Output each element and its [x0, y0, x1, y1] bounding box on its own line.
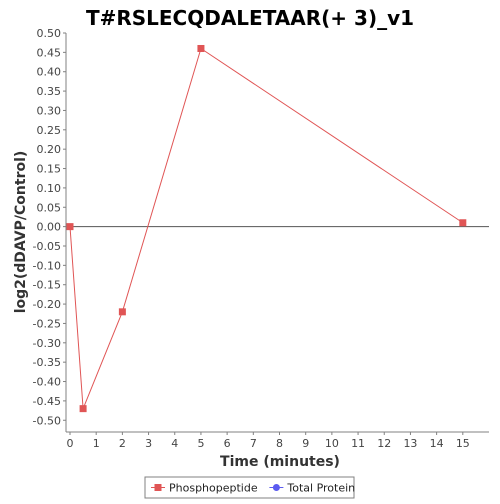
- x-tick-label: 6: [224, 437, 231, 450]
- x-tick-label: 0: [67, 437, 74, 450]
- data-point: [197, 44, 205, 52]
- x-tick-label: 14: [430, 437, 444, 450]
- y-tick-label: 0.50: [37, 27, 62, 40]
- y-tick-label: -0.10: [33, 259, 61, 272]
- x-axis-label: Time (minutes): [220, 454, 340, 470]
- data-point: [118, 308, 126, 316]
- chart-title: T#RSLECQDALETAAR(+ 3)_v1: [86, 6, 414, 30]
- x-tick-label: 8: [276, 437, 283, 450]
- legend: Phosphopeptide Total Protein: [144, 476, 355, 499]
- y-tick-label: -0.45: [33, 395, 61, 408]
- y-tick-label: 0.15: [37, 163, 62, 176]
- legend-marker: [154, 484, 162, 491]
- y-tick-label: 0.20: [37, 143, 62, 156]
- x-tick-label: 12: [377, 437, 391, 450]
- y-tick-label: -0.35: [33, 356, 61, 369]
- legend-box: [144, 476, 355, 499]
- x-tick-label: 3: [145, 437, 152, 450]
- x-tick-label: 1: [93, 437, 100, 450]
- y-tick-label: -0.30: [33, 337, 61, 350]
- x-tick-label: 4: [171, 437, 178, 450]
- y-tick-label: -0.20: [33, 298, 61, 311]
- x-tick-label: 9: [302, 437, 309, 450]
- x-tick-label: 10: [325, 437, 339, 450]
- legend-label: Phosphopeptide: [169, 482, 258, 495]
- plot-background: [70, 33, 489, 428]
- legend-label: Total Protein: [286, 482, 355, 495]
- plot-area: -0.50 -0.45 -0.40 -0.35 -0.30 -0.25 -0.20 -0.15…: [33, 27, 489, 450]
- y-tick-label: -0.15: [33, 279, 61, 292]
- data-point: [459, 219, 467, 227]
- x-tick-label: 5: [197, 437, 204, 450]
- y-axis-label: log2(dDAVP/Control): [13, 151, 29, 314]
- y-tick-label: -0.05: [33, 240, 61, 253]
- y-tick-label: 0.05: [37, 201, 62, 214]
- data-point: [66, 223, 74, 231]
- x-tick-label: 7: [250, 437, 257, 450]
- y-tick-label: -0.50: [33, 414, 61, 427]
- x-tick-label: 2: [119, 437, 126, 450]
- y-tick-label: 0.30: [37, 104, 62, 117]
- y-tick-label: -0.40: [33, 376, 61, 389]
- x-tick-label: 11: [351, 437, 365, 450]
- y-tick-label: 0.25: [37, 124, 62, 137]
- data-point: [79, 405, 87, 413]
- y-tick-label: -0.25: [33, 317, 61, 330]
- y-tick-label: 0.00: [37, 221, 62, 234]
- y-tick-label: 0.10: [37, 182, 62, 195]
- x-tick-label: 15: [456, 437, 470, 450]
- x-tick-label: 13: [403, 437, 417, 450]
- legend-marker: [272, 484, 280, 491]
- y-tick-label: 0.45: [37, 46, 62, 59]
- y-tick-label: 0.40: [37, 66, 62, 79]
- y-tick-label: 0.35: [37, 85, 62, 98]
